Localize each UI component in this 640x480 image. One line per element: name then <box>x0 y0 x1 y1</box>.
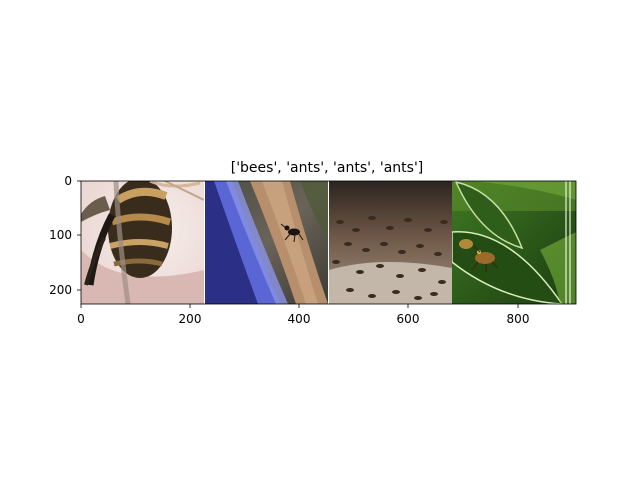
y-axis <box>77 180 81 291</box>
figure-title: ['bees', 'ants', 'ants', 'ants'] <box>231 160 424 176</box>
x-tick-label: 400 <box>288 312 311 326</box>
y-tick-label: 100 <box>49 228 72 242</box>
image-panel-bee <box>81 181 204 304</box>
x-tick-label: 800 <box>507 312 530 326</box>
image-panel-insect-on-leaf <box>452 181 576 304</box>
x-tick-label: 200 <box>179 312 202 326</box>
x-tick-label: 600 <box>397 312 420 326</box>
y-tick-label: 200 <box>49 283 72 297</box>
image-panel-ant-on-stick <box>205 181 328 304</box>
y-tick-label: 0 <box>64 174 72 188</box>
image-panel-ant-swarm <box>329 181 452 304</box>
x-tick-label: 0 <box>77 312 85 326</box>
x-axis <box>80 304 519 308</box>
image-frame <box>80 180 577 305</box>
